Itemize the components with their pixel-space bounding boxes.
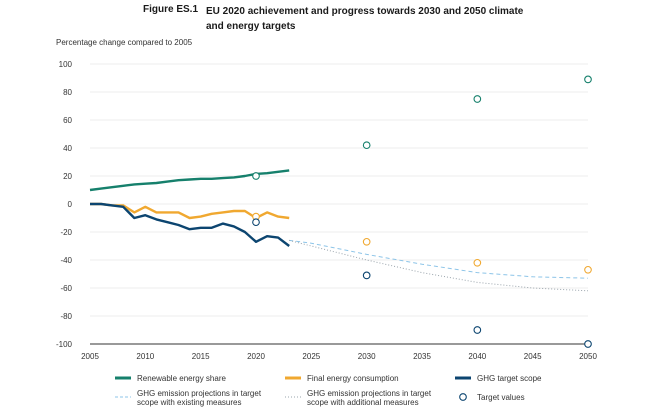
y-tick-label: 100	[59, 60, 73, 69]
y-tick-label: 40	[63, 144, 72, 153]
legend-label-line: scope with additional measures	[307, 398, 419, 407]
legend-label: GHG emission projections in target scope …	[137, 389, 262, 407]
x-tick-label: 2010	[136, 352, 154, 361]
target-marker	[362, 271, 371, 280]
target-marker	[473, 326, 482, 334]
target-marker	[584, 265, 592, 274]
legend-swatch	[459, 393, 467, 401]
legend-label-line: scope with existing measures	[137, 398, 242, 407]
target-marker	[584, 340, 592, 348]
x-tick-label: 2015	[192, 352, 210, 361]
legend-label: GHG emission projections in target scope …	[307, 389, 432, 407]
target-marker	[584, 75, 592, 84]
target-marker	[362, 141, 371, 150]
target-marker	[473, 95, 482, 103]
x-tick-label: 2035	[413, 352, 431, 361]
legend-label: Renewable energy share	[137, 374, 226, 383]
series-line	[89, 169, 290, 192]
legend-label-line: GHG emission projections in target	[137, 389, 262, 398]
y-tick-label: -100	[56, 340, 73, 349]
y-tick-label: -40	[60, 256, 72, 265]
y-axis-label: Percentage change compared to 2005	[56, 38, 193, 47]
x-tick-label: 2020	[247, 352, 265, 361]
figure-title: EU 2020 achievement and progress towards…	[206, 6, 524, 32]
x-tick-label: 2050	[579, 352, 597, 361]
target-marker	[362, 237, 371, 246]
y-tick-label: -20	[60, 228, 72, 237]
figure-label: Figure ES.1	[143, 4, 199, 15]
series-line	[289, 239, 589, 279]
legend-label: Final energy consumption	[307, 374, 399, 383]
y-tick-label: 0	[68, 200, 73, 209]
target-marker	[473, 258, 482, 267]
target-marker	[252, 218, 260, 227]
y-tick-label: 60	[63, 116, 72, 125]
x-tick-label: 2045	[524, 352, 542, 361]
y-tick-label: -80	[60, 312, 72, 321]
legend-label: GHG target scope	[477, 374, 542, 383]
y-tick-label: -60	[60, 284, 72, 293]
y-tick-label: 20	[63, 172, 72, 181]
legend-label: Target values	[477, 393, 525, 402]
legend-label-line: GHG emission projections in target	[307, 389, 432, 398]
x-tick-label: 2005	[81, 352, 99, 361]
x-tick-label: 2025	[302, 352, 320, 361]
target-marker	[252, 172, 260, 180]
series-line	[90, 202, 290, 247]
y-tick-label: 80	[63, 88, 72, 97]
x-tick-label: 2040	[468, 352, 486, 361]
x-tick-label: 2030	[358, 352, 376, 361]
